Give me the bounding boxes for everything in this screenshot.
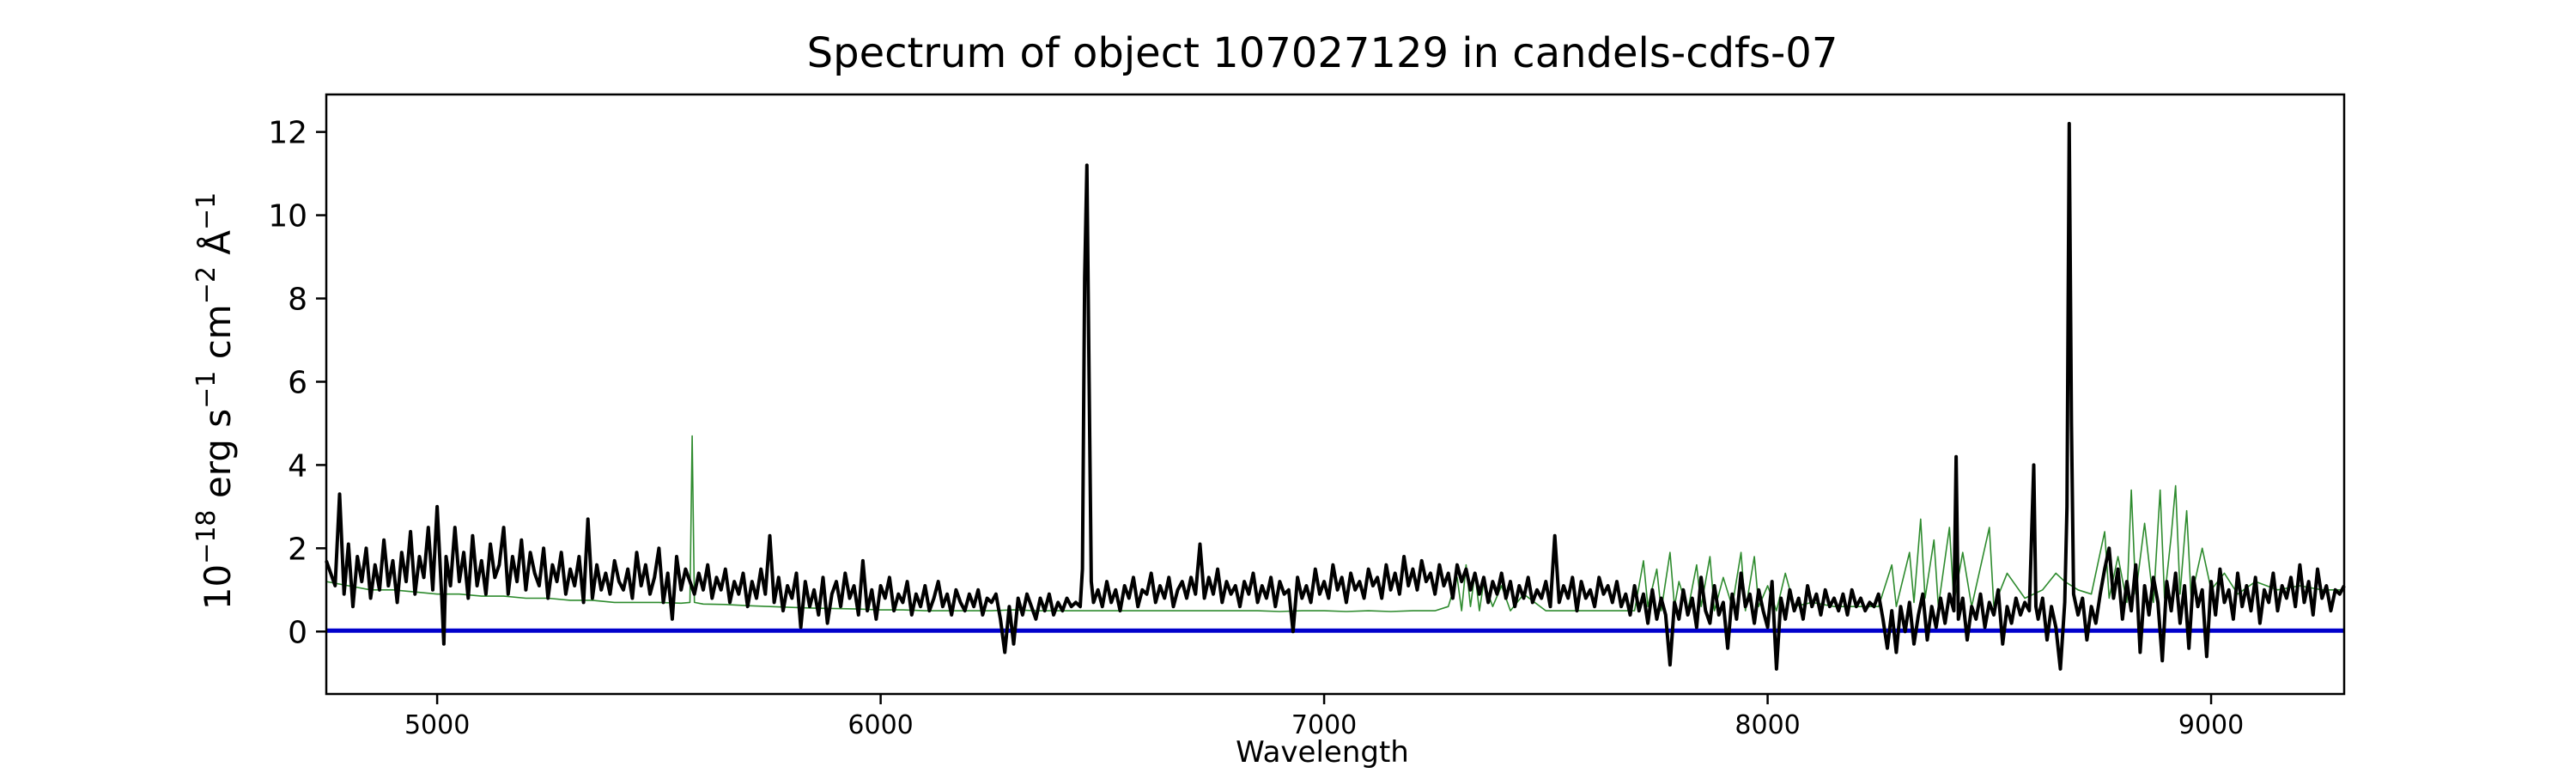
y-tick-label: 2 (288, 532, 307, 567)
y-label-cm-exp: −2 (191, 266, 222, 304)
y-label-cm: cm (197, 304, 239, 370)
chart-title: Spectrum of object 107027129 in candels-… (807, 29, 1838, 77)
y-label-ang-exp: −1 (191, 192, 222, 230)
y-label-s-exp: −1 (191, 371, 222, 409)
y-axis-label: 10−18 erg s−1 cm−2 Å−1 (191, 192, 239, 611)
y-tick-label: 4 (288, 448, 307, 484)
x-tick-label: 7000 (1291, 710, 1357, 740)
y-label-base: 10 (197, 564, 239, 610)
y-tick-label: 8 (288, 283, 307, 318)
plot-area (325, 121, 2346, 671)
y-tick-label: 6 (288, 365, 307, 400)
plot-frame (325, 93, 2346, 696)
x-axis: 5000 6000 7000 8000 9000 (404, 694, 2244, 740)
x-axis-label: Wavelength (1236, 735, 1409, 770)
y-axis: 0 2 4 6 8 10 12 (268, 116, 326, 650)
x-tick-label: 9000 (2178, 710, 2244, 740)
y-label-exp: −18 (191, 510, 222, 564)
y-tick-label: 10 (268, 199, 307, 234)
series-observed-flux (325, 121, 2346, 671)
y-tick-label: 0 (288, 615, 307, 650)
x-tick-label: 5000 (404, 710, 470, 740)
y-label-ang: Å (196, 230, 239, 266)
x-tick-label: 6000 (848, 710, 913, 740)
x-tick-label: 8000 (1735, 710, 1800, 740)
y-label-erg: erg s (197, 409, 239, 510)
y-tick-label: 12 (268, 116, 307, 151)
